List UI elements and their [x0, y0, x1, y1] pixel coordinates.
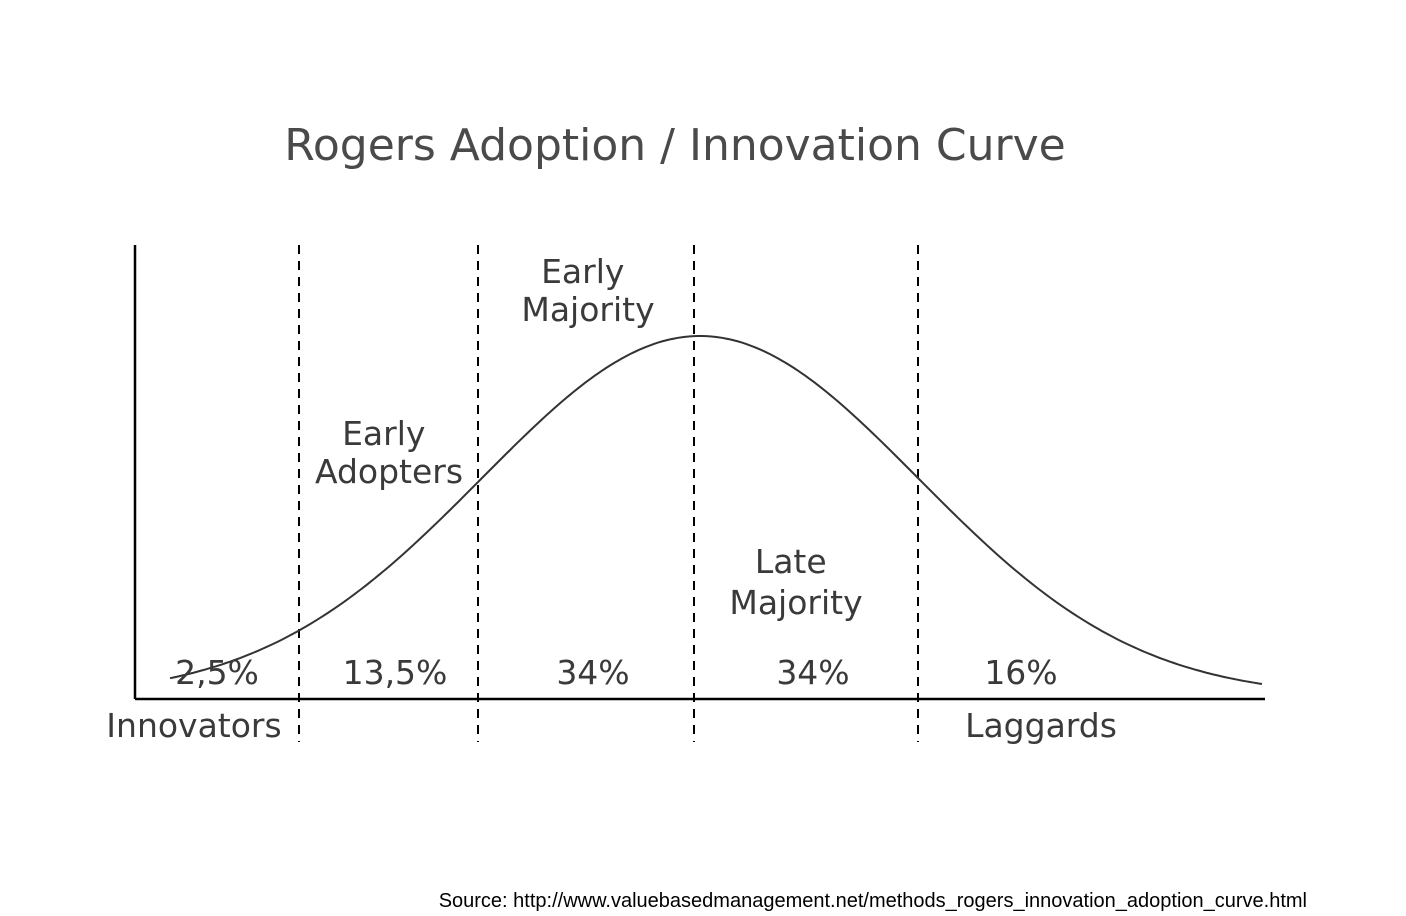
- laggards-percentage: 16%: [984, 653, 1057, 692]
- early-majority-label-line1: Early: [541, 252, 624, 291]
- early-majority-label-line2: Majority: [521, 290, 654, 329]
- source-citation: Source: http://www.valuebasedmanagement.…: [439, 890, 1307, 912]
- laggards-label: Laggards: [965, 706, 1117, 745]
- early-adopters-label-line1: Early: [342, 414, 425, 453]
- diagram-title: Rogers Adoption / Innovation Curve: [284, 120, 1065, 171]
- bell-curve: [169, 335, 1263, 685]
- late-majority-label-line1: Late: [755, 542, 827, 581]
- innovators-percentage: 2,5%: [175, 653, 259, 692]
- innovators-label: Innovators: [106, 706, 281, 745]
- late-majority-label: Late Majority: [729, 542, 862, 622]
- early-adopters-label-line2: Adopters: [315, 452, 463, 491]
- early-adopters-percentage: 13,5%: [343, 653, 448, 692]
- early-adopters-label: Early Adopters: [315, 414, 463, 491]
- early-majority-percentage: 34%: [556, 653, 629, 692]
- late-majority-label-line2: Majority: [729, 583, 862, 622]
- late-majority-percentage: 34%: [776, 653, 849, 692]
- early-majority-label: Early Majority: [521, 252, 654, 329]
